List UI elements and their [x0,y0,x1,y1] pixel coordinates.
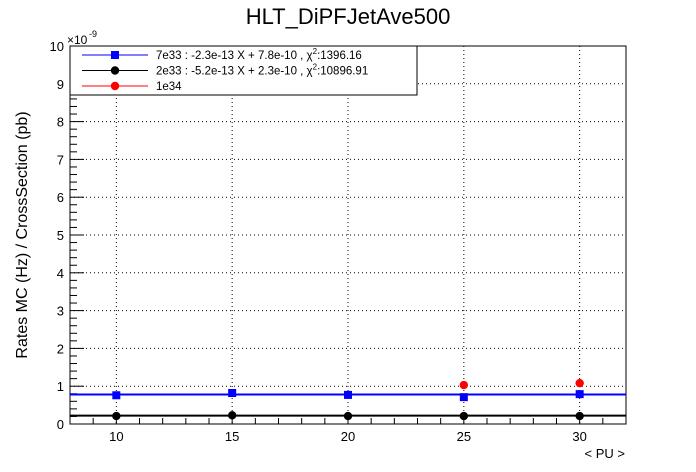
y-tick-label: 2 [57,341,64,356]
data-points [112,378,584,421]
data-point [575,411,584,421]
legend-marker [111,51,119,59]
data-point [227,411,237,420]
y-exponent-power: -9 [89,29,97,39]
y-axis-title: Rates MC (Hz) / CrossSection (pb) [14,111,31,358]
data-point [459,380,469,390]
legend-entry-label: 2e33 : -5.2e-13 X + 2.3e-10 , χ2:10896.9… [156,63,368,78]
data-point [575,378,584,388]
legend-entry-label: 7e33 : -2.3e-13 X + 7.8e-10 , χ2:1396.16 [156,47,362,62]
y-tick-label: 4 [57,266,64,281]
data-point [112,391,121,400]
data-point [228,389,237,398]
y-exponent-base: ×10 [67,33,88,47]
y-tick-label: 10 [50,39,64,54]
x-tick-label: 30 [572,429,586,444]
data-point [344,390,352,399]
y-tick-label: 5 [57,228,64,243]
data-point [459,393,468,402]
data-point [575,390,584,399]
data-point [343,411,353,421]
y-tick-label: 3 [57,304,64,319]
data-point [459,411,469,421]
y-tick-label: 7 [57,152,64,167]
legend: 7e33 : -2.3e-13 X + 7.8e-10 , χ2:1396.16… [69,45,418,96]
legend-marker [110,81,120,91]
x-tick-label: 20 [341,429,355,444]
y-tick-label: 1 [57,379,64,394]
data-point [112,411,121,421]
y-axis-exponent: ×10 -9 [67,29,97,47]
y-tick-label: 9 [57,77,64,92]
y-tick-label: 8 [57,115,64,130]
y-tick-label: 6 [57,190,64,205]
x-axis-title: < PU > [585,446,625,461]
legend-marker [110,66,120,75]
chart-title: HLT_DiPFJetAve500 [246,4,451,29]
x-tick-label: 10 [109,429,123,444]
x-tick-label: 25 [457,429,471,444]
x-tick-label: 15 [225,429,239,444]
y-tick-label: 0 [57,417,64,432]
legend-entry-label: 1e34 [156,81,182,93]
